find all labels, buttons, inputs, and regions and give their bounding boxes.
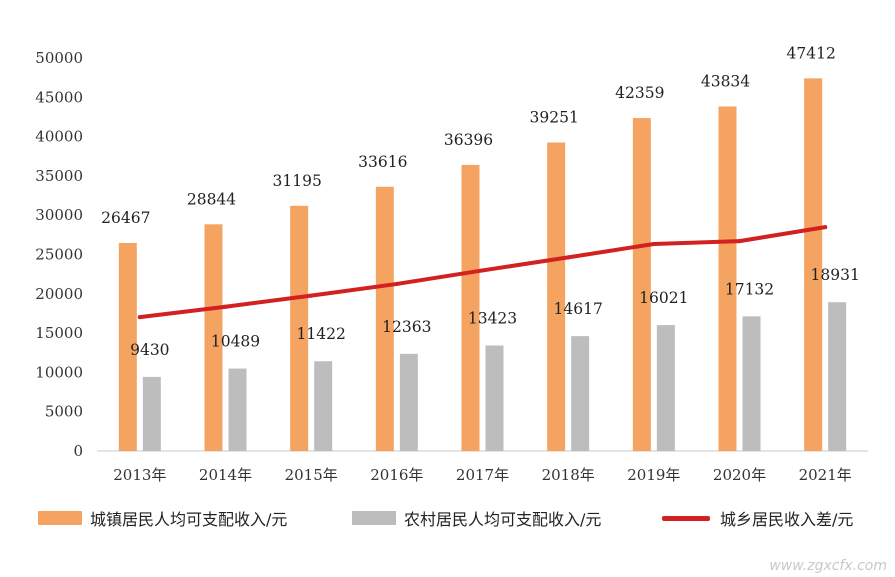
bar-rural: [656, 325, 675, 451]
line-segment-gap: [223, 293, 314, 309]
watermark: www.zgxcfx.com: [769, 558, 887, 574]
data-label-urban: 47412: [787, 44, 836, 62]
line-segment-gap: [737, 225, 828, 244]
line-point-gap: [737, 239, 742, 244]
data-labels: 26467 9430 28844 10489 31195 11422 33616 12363 3…: [101, 44, 860, 359]
data-label-rural: 14617: [554, 300, 603, 318]
data-label-urban: 36396: [444, 131, 493, 149]
bar-urban: [204, 224, 223, 451]
bar-urban: [118, 242, 137, 451]
legend-swatch-gap: [662, 515, 710, 521]
y-axis: 0 5000 10000 15000 20000 25000 30000 35000 40000…: [35, 49, 83, 460]
line-point-gap: [480, 268, 485, 273]
data-label-urban: 39251: [530, 108, 579, 126]
x-tick-label: 2015年: [285, 466, 338, 484]
data-label-rural: 11422: [297, 325, 346, 343]
line-point-gap: [823, 225, 828, 230]
line-segment-gap: [566, 241, 656, 260]
bar-rural: [228, 368, 247, 451]
line-segment-gap: [480, 255, 571, 273]
line-point-gap: [651, 241, 656, 246]
y-tick-label: 0: [73, 442, 83, 460]
y-tick-label: 45000: [35, 88, 83, 106]
data-label-rural: 10489: [211, 333, 260, 351]
bar-urban: [461, 164, 480, 452]
legend-label-urban: 城镇居民人均可支配收入/元: [90, 510, 288, 529]
line-segment-gap: [137, 304, 228, 320]
data-label-urban: 26467: [101, 209, 150, 227]
y-tick-label: 30000: [35, 206, 83, 224]
y-tick-label: 10000: [35, 363, 83, 381]
y-tick-label: 25000: [35, 246, 83, 264]
line-segment-gap: [651, 239, 742, 246]
data-label-rural: 18931: [811, 266, 860, 284]
data-label-urban: 28844: [187, 190, 236, 208]
bar-urban: [804, 78, 823, 452]
legend-swatch-urban: [38, 511, 82, 525]
x-axis: 2013年 2014年 2015年 2016年 2017年 2018年 2019年 2020年…: [97, 450, 868, 484]
bar-urban: [632, 118, 651, 451]
data-label-rural: 12363: [382, 318, 431, 336]
x-tick-label: 2014年: [199, 466, 252, 484]
legend-swatch-rural: [352, 511, 396, 525]
x-tick-label: 2019年: [627, 466, 680, 484]
legend-item-gap: 城乡居民收入差/元: [662, 506, 853, 530]
line-point-gap: [566, 255, 571, 260]
legend-label-gap: 城乡居民收入差/元: [720, 510, 854, 529]
x-tick-label: 2018年: [542, 466, 595, 484]
x-tick-label: 2017年: [456, 466, 509, 484]
data-label-rural: 13423: [468, 309, 517, 327]
x-tick-label: 2020年: [713, 466, 766, 484]
bar-rural: [485, 345, 504, 451]
line-point-gap: [223, 304, 228, 309]
y-tick-label: 35000: [35, 167, 83, 185]
data-label-urban: 43834: [701, 72, 750, 90]
x-tick-label: 2021年: [799, 466, 852, 484]
bar-rural: [314, 361, 333, 451]
y-tick-label: 20000: [35, 285, 83, 303]
line-point-gap: [137, 315, 142, 320]
data-label-urban: 42359: [615, 84, 664, 102]
line-point-gap: [394, 281, 399, 286]
bar-rural: [742, 316, 761, 451]
difference-line: [137, 225, 828, 320]
bar-rural: [828, 302, 847, 451]
data-label-urban: 33616: [358, 153, 407, 171]
y-tick-label: 40000: [35, 128, 83, 146]
y-tick-label: 50000: [35, 49, 83, 67]
line-point-gap: [309, 293, 314, 298]
x-tick-label: 2016年: [370, 466, 423, 484]
bar-urban: [718, 106, 737, 452]
x-tick-label: 2013年: [113, 466, 166, 484]
y-tick-label: 5000: [45, 403, 83, 421]
bars: [118, 78, 847, 452]
data-label-rural: 9430: [130, 341, 169, 359]
line-segment-gap: [394, 268, 485, 286]
bar-urban: [375, 186, 394, 451]
bar-urban: [547, 142, 566, 452]
line-segment-gap: [309, 281, 399, 298]
legend-label-rural: 农村居民人均可支配收入/元: [404, 510, 602, 529]
data-label-urban: 31195: [273, 172, 322, 190]
chart: 0 5000 10000 15000 20000 25000 30000 35000 40000…: [35, 44, 868, 484]
bar-rural: [399, 353, 418, 451]
bar-rural: [571, 336, 590, 451]
data-label-rural: 16021: [639, 289, 688, 307]
legend-item-rural: 农村居民人均可支配收入/元: [352, 506, 601, 530]
data-label-rural: 17132: [725, 280, 774, 298]
legend: 城镇居民人均可支配收入/元 农村居民人均可支配收入/元 城乡居民收入差/元: [0, 506, 895, 536]
bar-rural: [142, 376, 161, 451]
legend-item-urban: 城镇居民人均可支配收入/元: [38, 506, 287, 530]
bar-urban: [290, 205, 309, 451]
y-tick-label: 15000: [35, 324, 83, 342]
